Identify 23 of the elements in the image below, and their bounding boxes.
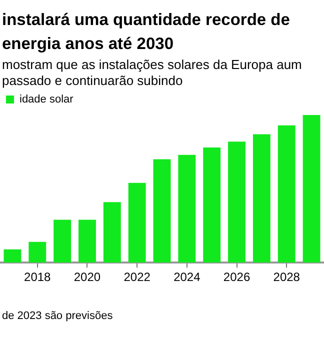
bar: [153, 159, 171, 263]
x-tick-label: 2020: [74, 270, 101, 284]
bar: [54, 220, 72, 263]
x-tick-label: 2026: [223, 270, 250, 284]
bar: [28, 242, 46, 263]
chart-title: instalará uma quantidade recorde de energia anos até 2030: [2, 10, 291, 55]
bar: [178, 154, 196, 263]
bar: [103, 202, 121, 263]
bar: [278, 125, 296, 263]
legend-label: idade solar: [20, 94, 74, 106]
bar: [252, 134, 270, 263]
bar: [128, 182, 146, 263]
text: de 2023 são previsões: [2, 310, 113, 322]
bar: [228, 142, 246, 263]
bar: [78, 220, 96, 263]
bar: [302, 115, 320, 263]
chart-subtitle: mostram que as instalações solares da Europa aum passado e continuarão subindo: [2, 57, 303, 89]
bar: [203, 147, 221, 263]
x-tick-label: 2018: [24, 270, 52, 284]
x-tick-label: 2028: [273, 270, 300, 284]
bar: [4, 249, 22, 263]
x-tick-label: 2022: [124, 270, 151, 284]
x-tick-label: 2024: [174, 270, 201, 284]
